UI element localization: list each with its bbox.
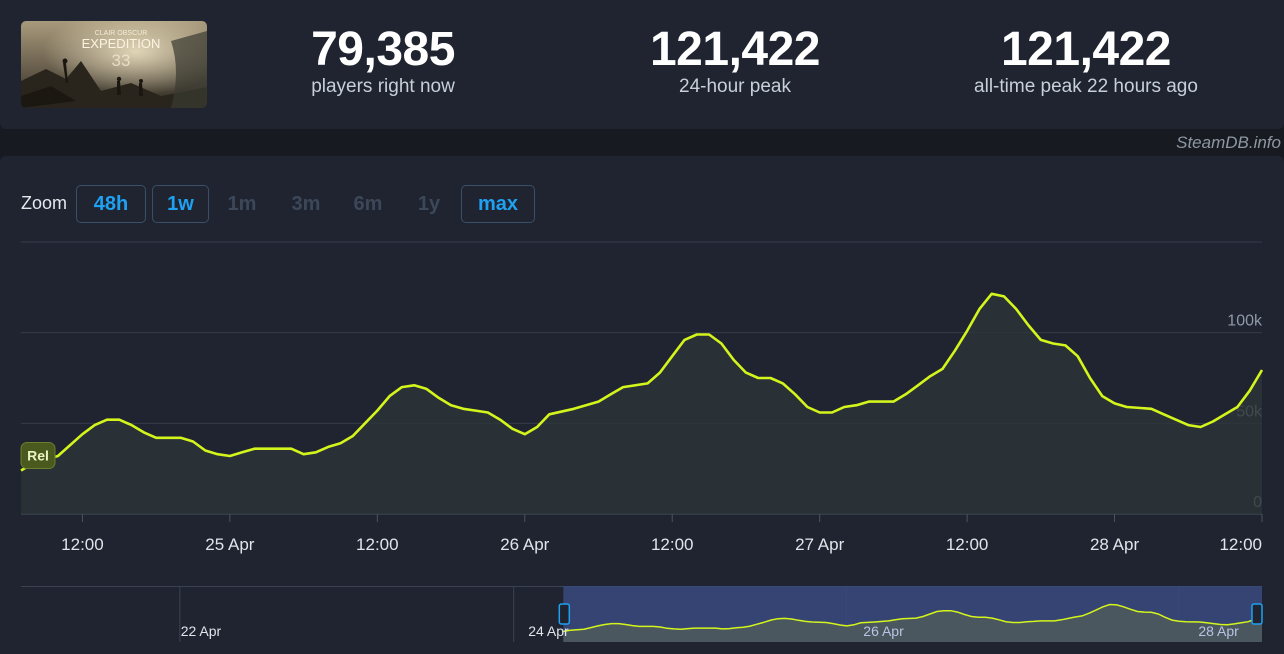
zoom-48h-button[interactable]: 48h: [76, 185, 146, 223]
zoom-1w-button[interactable]: 1w: [152, 185, 209, 223]
game-thumbnail[interactable]: CLAIR OBSCUR EXPEDITION 33: [21, 21, 207, 108]
y-tick-label: 100k: [1227, 313, 1263, 330]
x-tick-label: 28 Apr: [1090, 535, 1139, 554]
zoom-label: Zoom: [21, 193, 68, 213]
game-art-top-text: CLAIR OBSCUR: [95, 30, 148, 37]
x-tick-label: 12:00: [1219, 535, 1262, 554]
all-time-peak-value: 121,422: [1000, 23, 1172, 76]
peak-24h-label: 24-hour peak: [679, 76, 791, 97]
stats-header: CLAIR OBSCUR EXPEDITION 33 79,385 player…: [0, 0, 1284, 129]
player-count-line[interactable]: [20, 292, 1264, 472]
series-badge-bg: [20, 441, 56, 469]
navigator-date-label: 26 Apr: [863, 623, 904, 639]
chart-navigator[interactable]: 22 Apr 24 Apr 26 Apr 28 Apr: [0, 586, 1284, 654]
all-time-peak-label: all-time peak 22 hours ago: [974, 76, 1198, 97]
zoom-max-button[interactable]: max: [461, 185, 535, 223]
x-tick-label: 12:00: [946, 535, 989, 554]
player-count-area: [21, 293, 1262, 514]
game-art-title: EXPEDITION: [82, 36, 161, 51]
navigator-right-handle[interactable]: [1251, 603, 1263, 625]
navigator-date-label: 28 Apr: [1198, 623, 1239, 639]
x-tick-label: 26 Apr: [500, 535, 549, 554]
x-tick-label: 12:00: [61, 535, 104, 554]
zoom-1y-button[interactable]: 1y: [417, 192, 441, 215]
game-art-number: 33: [112, 51, 131, 70]
zoom-1m-button[interactable]: 1m: [227, 192, 257, 215]
current-players-stat: 79,385 players right now: [233, 24, 533, 98]
peak-24h-stat: 121,422 24-hour peak: [585, 24, 885, 98]
steamdb-watermark[interactable]: SteamDB.info: [1176, 133, 1281, 152]
current-players-value: 79,385: [311, 23, 455, 76]
zoom-3m-button[interactable]: 3m: [291, 192, 321, 215]
navigator-left-handle[interactable]: [558, 603, 571, 625]
navigator-date-label: 24 Apr: [528, 623, 569, 639]
navigator-area: [563, 604, 1262, 642]
zoom-6m-button[interactable]: 6m: [353, 192, 383, 215]
game-art-image: CLAIR OBSCUR EXPEDITION 33: [21, 21, 207, 108]
peak-24h-value: 121,422: [649, 23, 821, 76]
navigator-date-label: 22 Apr: [181, 623, 222, 639]
x-tick-label: 27 Apr: [795, 535, 844, 554]
x-tick-label: 12:00: [356, 535, 399, 554]
x-tick-label: 12:00: [651, 535, 694, 554]
all-time-peak-stat: 121,422 all-time peak 22 hours ago: [936, 24, 1236, 98]
x-tick-label: 25 Apr: [205, 535, 254, 554]
series-badge-label: Rel: [27, 447, 49, 463]
series-badge[interactable]: Rel: [20, 441, 56, 469]
current-players-label: players right now: [311, 76, 455, 97]
navigator-line: [563, 603, 1263, 633]
